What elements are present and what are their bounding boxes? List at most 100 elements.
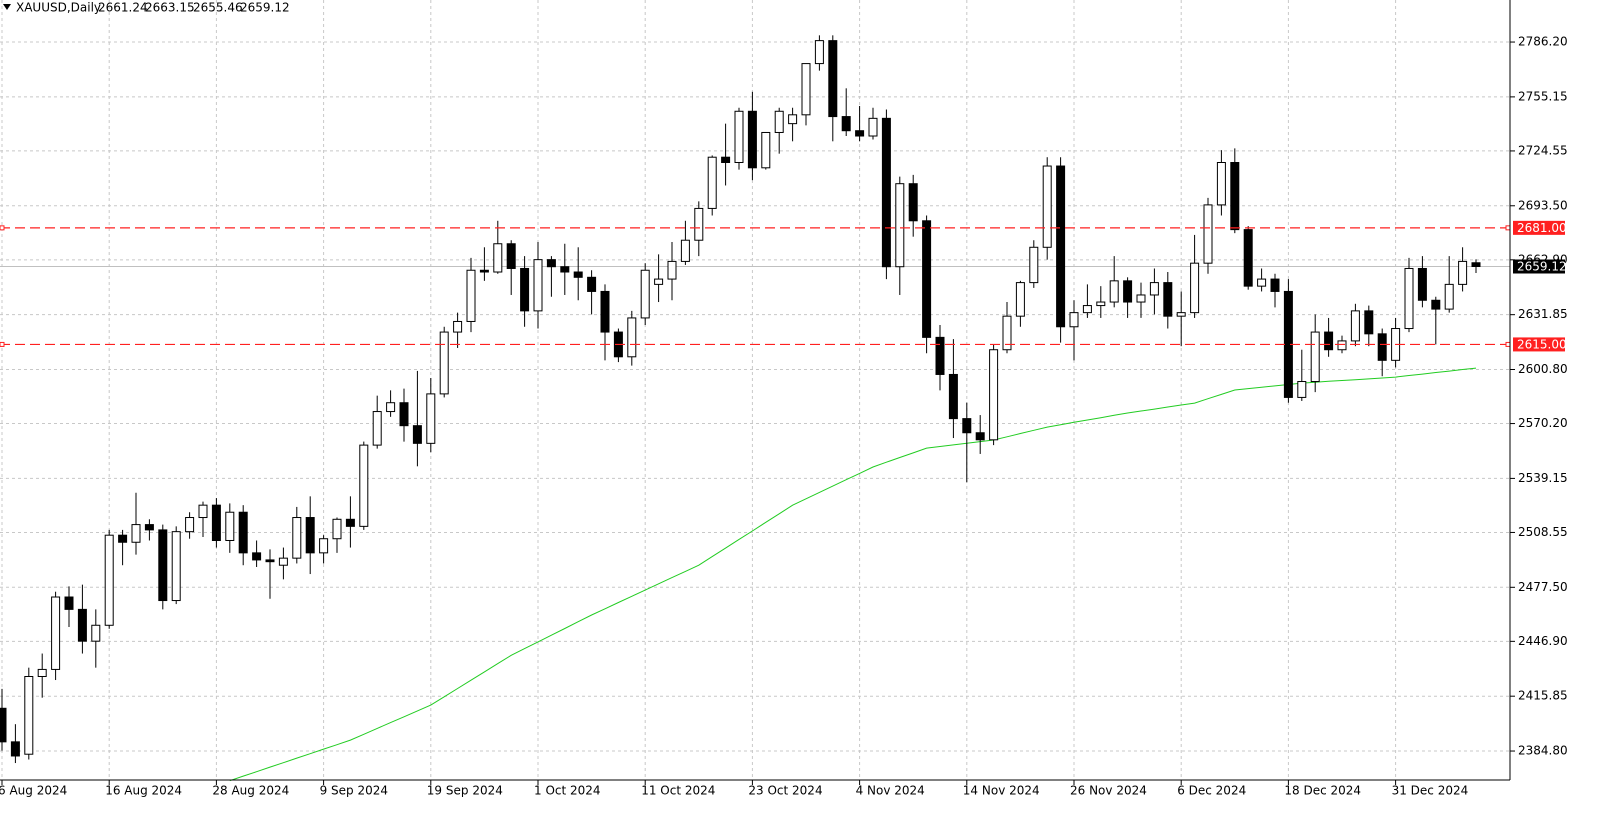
- candle-body: [1123, 280, 1133, 303]
- candle-body: [1324, 331, 1334, 351]
- collapse-icon[interactable]: [3, 4, 11, 10]
- candle-body: [238, 511, 248, 554]
- candle-body: [667, 260, 677, 280]
- candle-body: [493, 243, 503, 273]
- y-tick-label: 2570.20: [1518, 416, 1568, 430]
- moving-average: [229, 367, 1477, 782]
- candle-body: [1270, 278, 1280, 292]
- candle-body: [1136, 294, 1146, 303]
- y-tick-label: 2631.85: [1518, 307, 1568, 321]
- candle-body: [158, 529, 168, 602]
- candle-body: [479, 269, 489, 273]
- candle-body: [91, 624, 101, 642]
- candle-body: [292, 517, 302, 559]
- candle-body: [761, 131, 771, 169]
- candle-body: [868, 117, 878, 137]
- candle-body: [1149, 282, 1159, 296]
- x-tick-label: 9 Sep 2024: [320, 784, 388, 798]
- candle-body: [600, 290, 610, 333]
- candle-body: [332, 518, 342, 540]
- candle-body: [64, 596, 74, 610]
- candle-body: [10, 741, 20, 757]
- x-tick-label: 26 Nov 2024: [1070, 784, 1147, 798]
- level-handle: [1505, 341, 1511, 347]
- candle-body: [211, 504, 221, 541]
- candle-body: [1431, 299, 1441, 310]
- candle-body: [265, 559, 275, 563]
- y-tick-label: 2415.85: [1518, 689, 1568, 703]
- x-tick-label: 28 Aug 2024: [212, 784, 289, 798]
- candle-body: [1069, 312, 1079, 328]
- x-tick-label: 6 Aug 2024: [0, 784, 67, 798]
- candle-body: [386, 402, 396, 413]
- candle-body: [721, 156, 731, 163]
- candle-body: [77, 608, 87, 642]
- candle-body: [1297, 381, 1307, 398]
- candle-body: [1109, 280, 1119, 303]
- x-tick-label: 1 Oct 2024: [534, 784, 601, 798]
- x-tick-label: 11 Oct 2024: [641, 784, 715, 798]
- ohlc-open: 2661.24: [98, 1, 148, 15]
- candle-body: [439, 331, 449, 395]
- candle-body: [587, 276, 597, 292]
- candle-body: [975, 432, 985, 441]
- candle-body: [185, 517, 195, 533]
- candle-body: [319, 538, 329, 554]
- candle-body: [24, 675, 34, 755]
- candle-body: [1444, 283, 1454, 310]
- candle-body: [37, 668, 47, 677]
- candle-body: [305, 517, 315, 554]
- candle-body: [1310, 331, 1320, 383]
- candle-body: [801, 63, 811, 116]
- candle-body: [359, 444, 369, 527]
- candle-body: [1417, 267, 1427, 301]
- candle-body: [694, 207, 704, 241]
- candle-body: [198, 504, 208, 519]
- y-tick-label: 2693.50: [1518, 198, 1568, 212]
- candle-body: [1082, 305, 1092, 314]
- candle-body: [1377, 333, 1387, 361]
- y-tick-label: 2724.55: [1518, 143, 1568, 157]
- candle-body: [1176, 312, 1186, 317]
- candle-body: [734, 110, 744, 163]
- ohlc-close: 2659.12: [240, 1, 290, 15]
- candle-body: [1163, 282, 1173, 317]
- candle-body: [573, 271, 583, 278]
- candle-body: [774, 110, 784, 133]
- level-label-bg: [1513, 220, 1565, 235]
- candle-body: [640, 269, 650, 319]
- candle-body: [1350, 310, 1360, 342]
- candle-body: [1015, 282, 1025, 317]
- candle-body: [881, 117, 891, 268]
- candle-body: [908, 183, 918, 222]
- y-tick-label: 2786.20: [1518, 35, 1568, 49]
- candle-body: [627, 317, 637, 358]
- candle-body: [935, 336, 945, 375]
- x-tick-label: 23 Oct 2024: [748, 784, 822, 798]
- candle-body: [1458, 260, 1468, 285]
- candle-body: [412, 425, 422, 444]
- candle-body: [131, 524, 141, 543]
- price-label: 2659.12: [1517, 260, 1567, 274]
- candle-body: [1230, 162, 1240, 231]
- candle-body: [252, 552, 262, 561]
- candle-body: [0, 707, 7, 743]
- y-tick-label: 2539.15: [1518, 471, 1568, 485]
- candle-body: [814, 40, 824, 65]
- candle-body: [506, 243, 516, 269]
- candle-body: [855, 130, 865, 137]
- candle-body: [895, 183, 905, 268]
- candle-body: [144, 524, 154, 531]
- y-tick-label: 2508.55: [1518, 525, 1568, 539]
- candle-body: [1203, 204, 1213, 264]
- candle-body: [533, 259, 543, 312]
- candle-body: [1042, 165, 1052, 248]
- y-tick-label: 2600.80: [1518, 362, 1568, 376]
- candle-body: [466, 269, 476, 322]
- candle-body: [962, 418, 972, 434]
- candle-body: [1257, 278, 1267, 287]
- candle-body: [372, 411, 382, 446]
- y-tick-label: 2755.15: [1518, 89, 1568, 103]
